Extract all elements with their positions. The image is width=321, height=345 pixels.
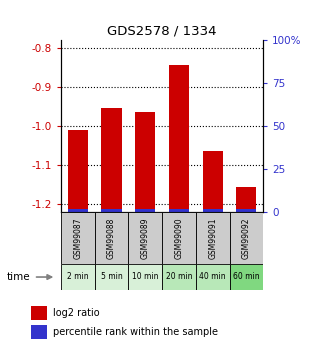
Text: GSM99089: GSM99089 — [141, 217, 150, 259]
Text: 40 min: 40 min — [199, 272, 226, 282]
Bar — [162, 264, 196, 290]
Text: GSM99091: GSM99091 — [208, 217, 217, 259]
Bar — [203, 151, 223, 212]
Text: GSM99087: GSM99087 — [73, 217, 82, 259]
Text: 5 min: 5 min — [101, 272, 122, 282]
Bar — [68, 209, 88, 212]
Bar — [196, 212, 230, 264]
Text: log2 ratio: log2 ratio — [53, 308, 99, 318]
Text: GSM99090: GSM99090 — [174, 217, 184, 259]
Bar — [61, 212, 95, 264]
Bar — [128, 264, 162, 290]
Text: percentile rank within the sample: percentile rank within the sample — [53, 327, 218, 337]
Bar — [31, 306, 47, 320]
Bar — [169, 209, 189, 212]
Bar — [230, 264, 263, 290]
Bar — [169, 65, 189, 212]
Bar — [236, 187, 256, 212]
Bar — [236, 209, 256, 212]
Bar — [95, 264, 128, 290]
Bar — [128, 212, 162, 264]
Bar — [61, 264, 95, 290]
Bar — [230, 212, 263, 264]
Text: 20 min: 20 min — [166, 272, 192, 282]
Bar — [162, 212, 196, 264]
Bar — [101, 108, 122, 212]
Text: GSM99088: GSM99088 — [107, 217, 116, 259]
Text: 60 min: 60 min — [233, 272, 260, 282]
Bar — [203, 209, 223, 212]
Bar — [101, 209, 122, 212]
Bar — [95, 212, 128, 264]
Bar — [196, 264, 230, 290]
Bar — [31, 325, 47, 339]
Text: time: time — [6, 272, 30, 282]
Text: GSM99092: GSM99092 — [242, 217, 251, 259]
Bar — [135, 112, 155, 212]
Text: 10 min: 10 min — [132, 272, 159, 282]
Bar — [135, 209, 155, 212]
Text: 2 min: 2 min — [67, 272, 89, 282]
Bar — [68, 130, 88, 212]
Title: GDS2578 / 1334: GDS2578 / 1334 — [107, 24, 217, 37]
